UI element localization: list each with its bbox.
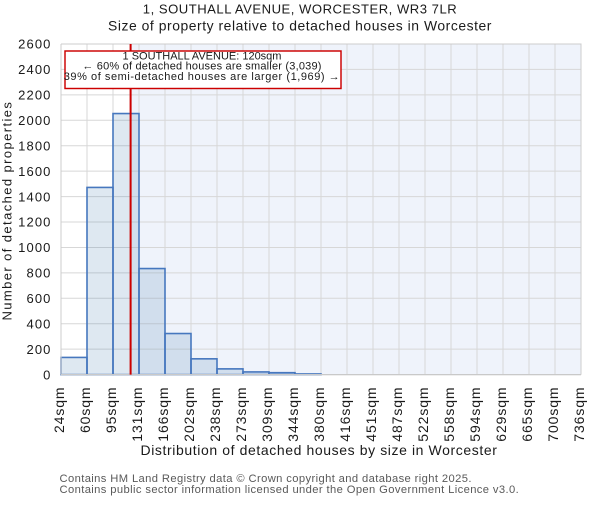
svg-text:487sqm: 487sqm xyxy=(389,387,405,442)
svg-text:1400: 1400 xyxy=(18,189,51,204)
svg-text:344sqm: 344sqm xyxy=(285,387,301,442)
svg-text:1 SOUTHALL AVENUE: 120sqm: 1 SOUTHALL AVENUE: 120sqm xyxy=(123,50,282,62)
svg-text:629sqm: 629sqm xyxy=(493,387,509,442)
svg-text:558sqm: 558sqm xyxy=(441,387,457,442)
svg-text:2200: 2200 xyxy=(18,88,51,103)
svg-text:1600: 1600 xyxy=(18,164,51,179)
svg-text:60sqm: 60sqm xyxy=(77,387,93,434)
svg-text:380sqm: 380sqm xyxy=(311,387,327,442)
svg-text:Contains public sector informa: Contains public sector information licen… xyxy=(60,484,520,496)
svg-text:1000: 1000 xyxy=(18,240,51,255)
svg-text:800: 800 xyxy=(27,266,52,281)
svg-text:← 60% of detached houses are s: ← 60% of detached houses are smaller (3,… xyxy=(82,60,321,72)
svg-text:2400: 2400 xyxy=(18,62,51,77)
svg-text:1800: 1800 xyxy=(18,138,51,153)
svg-text:Contains HM Land Registry data: Contains HM Land Registry data © Crown c… xyxy=(60,473,472,485)
svg-text:416sqm: 416sqm xyxy=(337,387,353,442)
svg-text:2600: 2600 xyxy=(18,37,51,52)
svg-text:600: 600 xyxy=(27,291,52,306)
svg-text:273sqm: 273sqm xyxy=(233,387,249,442)
svg-text:Distribution of detached house: Distribution of detached houses by size … xyxy=(141,442,498,458)
svg-text:0: 0 xyxy=(43,367,51,382)
svg-text:238sqm: 238sqm xyxy=(207,387,223,442)
svg-text:39% of semi-detached houses ar: 39% of semi-detached houses are larger (… xyxy=(64,71,340,83)
svg-text:131sqm: 131sqm xyxy=(129,387,145,442)
svg-text:95sqm: 95sqm xyxy=(103,387,119,434)
svg-text:Size of property relative to d: Size of property relative to detached ho… xyxy=(108,18,492,34)
svg-text:400: 400 xyxy=(27,316,52,331)
svg-text:522sqm: 522sqm xyxy=(415,387,431,442)
svg-text:665sqm: 665sqm xyxy=(519,387,535,442)
svg-text:Number of detached properties: Number of detached properties xyxy=(0,101,15,321)
svg-text:202sqm: 202sqm xyxy=(181,387,197,442)
svg-text:1200: 1200 xyxy=(18,215,51,230)
svg-text:594sqm: 594sqm xyxy=(467,387,483,442)
svg-text:736sqm: 736sqm xyxy=(571,387,587,442)
svg-text:451sqm: 451sqm xyxy=(363,387,379,442)
svg-text:2000: 2000 xyxy=(18,113,51,128)
svg-text:1, SOUTHALL AVENUE, WORCESTER,: 1, SOUTHALL AVENUE, WORCESTER, WR3 7LR xyxy=(143,2,457,17)
svg-text:166sqm: 166sqm xyxy=(155,387,171,442)
svg-text:309sqm: 309sqm xyxy=(259,387,275,442)
svg-text:24sqm: 24sqm xyxy=(51,387,67,434)
svg-text:700sqm: 700sqm xyxy=(545,387,561,442)
svg-text:200: 200 xyxy=(27,342,52,357)
